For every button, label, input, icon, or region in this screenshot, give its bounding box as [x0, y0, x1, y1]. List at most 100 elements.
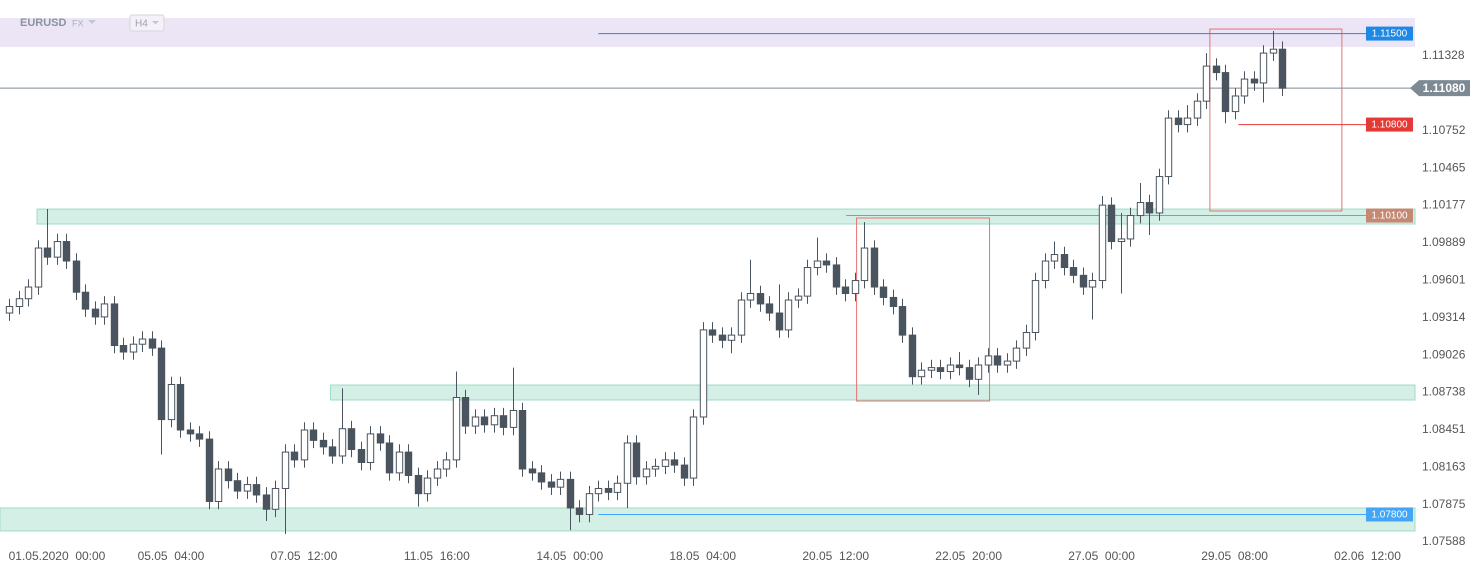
candle: [946, 357, 955, 380]
candle: [176, 376, 185, 438]
candle: [1221, 64, 1230, 124]
candle-body: [1145, 202, 1154, 214]
candle-body: [993, 355, 1002, 366]
candle-body: [119, 345, 128, 353]
candle-body: [290, 451, 299, 461]
candle-body: [81, 291, 90, 310]
y-tick-label: 1.08163: [1422, 459, 1466, 473]
candle: [889, 289, 898, 315]
candle: [91, 301, 100, 325]
y-tick-label: 1.11328: [1422, 48, 1465, 62]
y-tick-label: 1.10177: [1422, 198, 1466, 212]
candle: [1269, 30, 1278, 61]
candle-body: [376, 433, 385, 444]
candle-body: [699, 329, 708, 418]
candle: [813, 237, 822, 276]
dropdown-arrow[interactable]: [88, 20, 96, 24]
candle: [1212, 58, 1221, 81]
candle: [556, 471, 565, 495]
candle: [129, 336, 138, 360]
candle: [404, 444, 413, 484]
level-label-box: [1366, 507, 1413, 522]
dropdown-arrow[interactable]: [152, 21, 159, 25]
candle-body: [927, 367, 936, 371]
candle: [81, 284, 90, 317]
candle: [262, 487, 271, 521]
candle: [205, 431, 214, 510]
candle: [832, 257, 841, 295]
y-tick-label: 1.07875: [1422, 497, 1466, 511]
candle: [756, 285, 765, 312]
candle: [224, 461, 233, 489]
candles: [5, 30, 1287, 534]
candle-body: [1221, 72, 1230, 113]
candle: [699, 322, 708, 425]
candle-body: [1193, 100, 1202, 119]
candle: [480, 409, 489, 433]
last-price-label: 1.11080: [1423, 81, 1466, 95]
zone-band: [329, 384, 1416, 401]
candle: [594, 480, 603, 502]
candle-body: [803, 267, 812, 297]
candle-body: [309, 429, 318, 441]
candle: [499, 407, 508, 436]
candle-body: [499, 415, 508, 428]
candle: [490, 407, 499, 433]
level-label: 1.10100: [1371, 211, 1408, 222]
candle-body: [423, 477, 432, 495]
candle: [138, 331, 147, 353]
candle-body: [395, 451, 404, 474]
candle-body: [746, 293, 755, 301]
candle: [53, 233, 62, 265]
candle: [157, 340, 166, 455]
candle-body: [1202, 65, 1211, 102]
candle: [1136, 183, 1145, 224]
candle: [281, 444, 290, 534]
candle: [860, 222, 869, 289]
candle: [423, 470, 432, 502]
candle: [366, 426, 375, 471]
candle: [642, 461, 651, 485]
candle: [1145, 194, 1154, 236]
candle-body: [262, 494, 271, 510]
candle-body: [1126, 215, 1135, 240]
candle-body: [860, 247, 869, 282]
candle: [1050, 241, 1059, 269]
candle-body: [186, 429, 195, 435]
candle: [1079, 267, 1088, 295]
candle-body: [651, 465, 660, 470]
candle-body: [632, 442, 641, 478]
candle: [984, 348, 993, 373]
candle: [917, 362, 926, 385]
candle: [319, 432, 328, 455]
candle-body: [955, 364, 964, 369]
candle-body: [642, 468, 651, 478]
candle: [1117, 212, 1126, 294]
candle-body: [841, 286, 850, 295]
candle: [300, 422, 309, 468]
candle: [1259, 45, 1268, 103]
candle: [689, 409, 698, 486]
y-tick-label: 1.09314: [1422, 310, 1466, 324]
candle: [471, 409, 480, 434]
timeframe-box[interactable]: [129, 14, 165, 32]
candle: [870, 240, 879, 295]
level-label: 1.07800: [1371, 510, 1408, 521]
last-price-box: [1410, 80, 1470, 97]
candle-body: [670, 459, 679, 466]
candle-body: [1107, 204, 1116, 243]
candle-body: [908, 334, 917, 378]
candle-body: [433, 468, 442, 479]
candle-body: [727, 334, 736, 341]
candle-body: [585, 493, 594, 515]
level-label-box: [1366, 117, 1413, 132]
candle: [908, 327, 917, 385]
candle: [955, 352, 964, 376]
x-tick-label: 27.05 00:00: [1068, 549, 1135, 563]
candle-body: [870, 247, 879, 288]
candle-body: [205, 438, 214, 502]
candle-body: [1183, 117, 1192, 126]
candle-body: [281, 451, 290, 489]
candle-body: [528, 468, 537, 474]
y-tick-label: 1.10465: [1422, 160, 1466, 174]
